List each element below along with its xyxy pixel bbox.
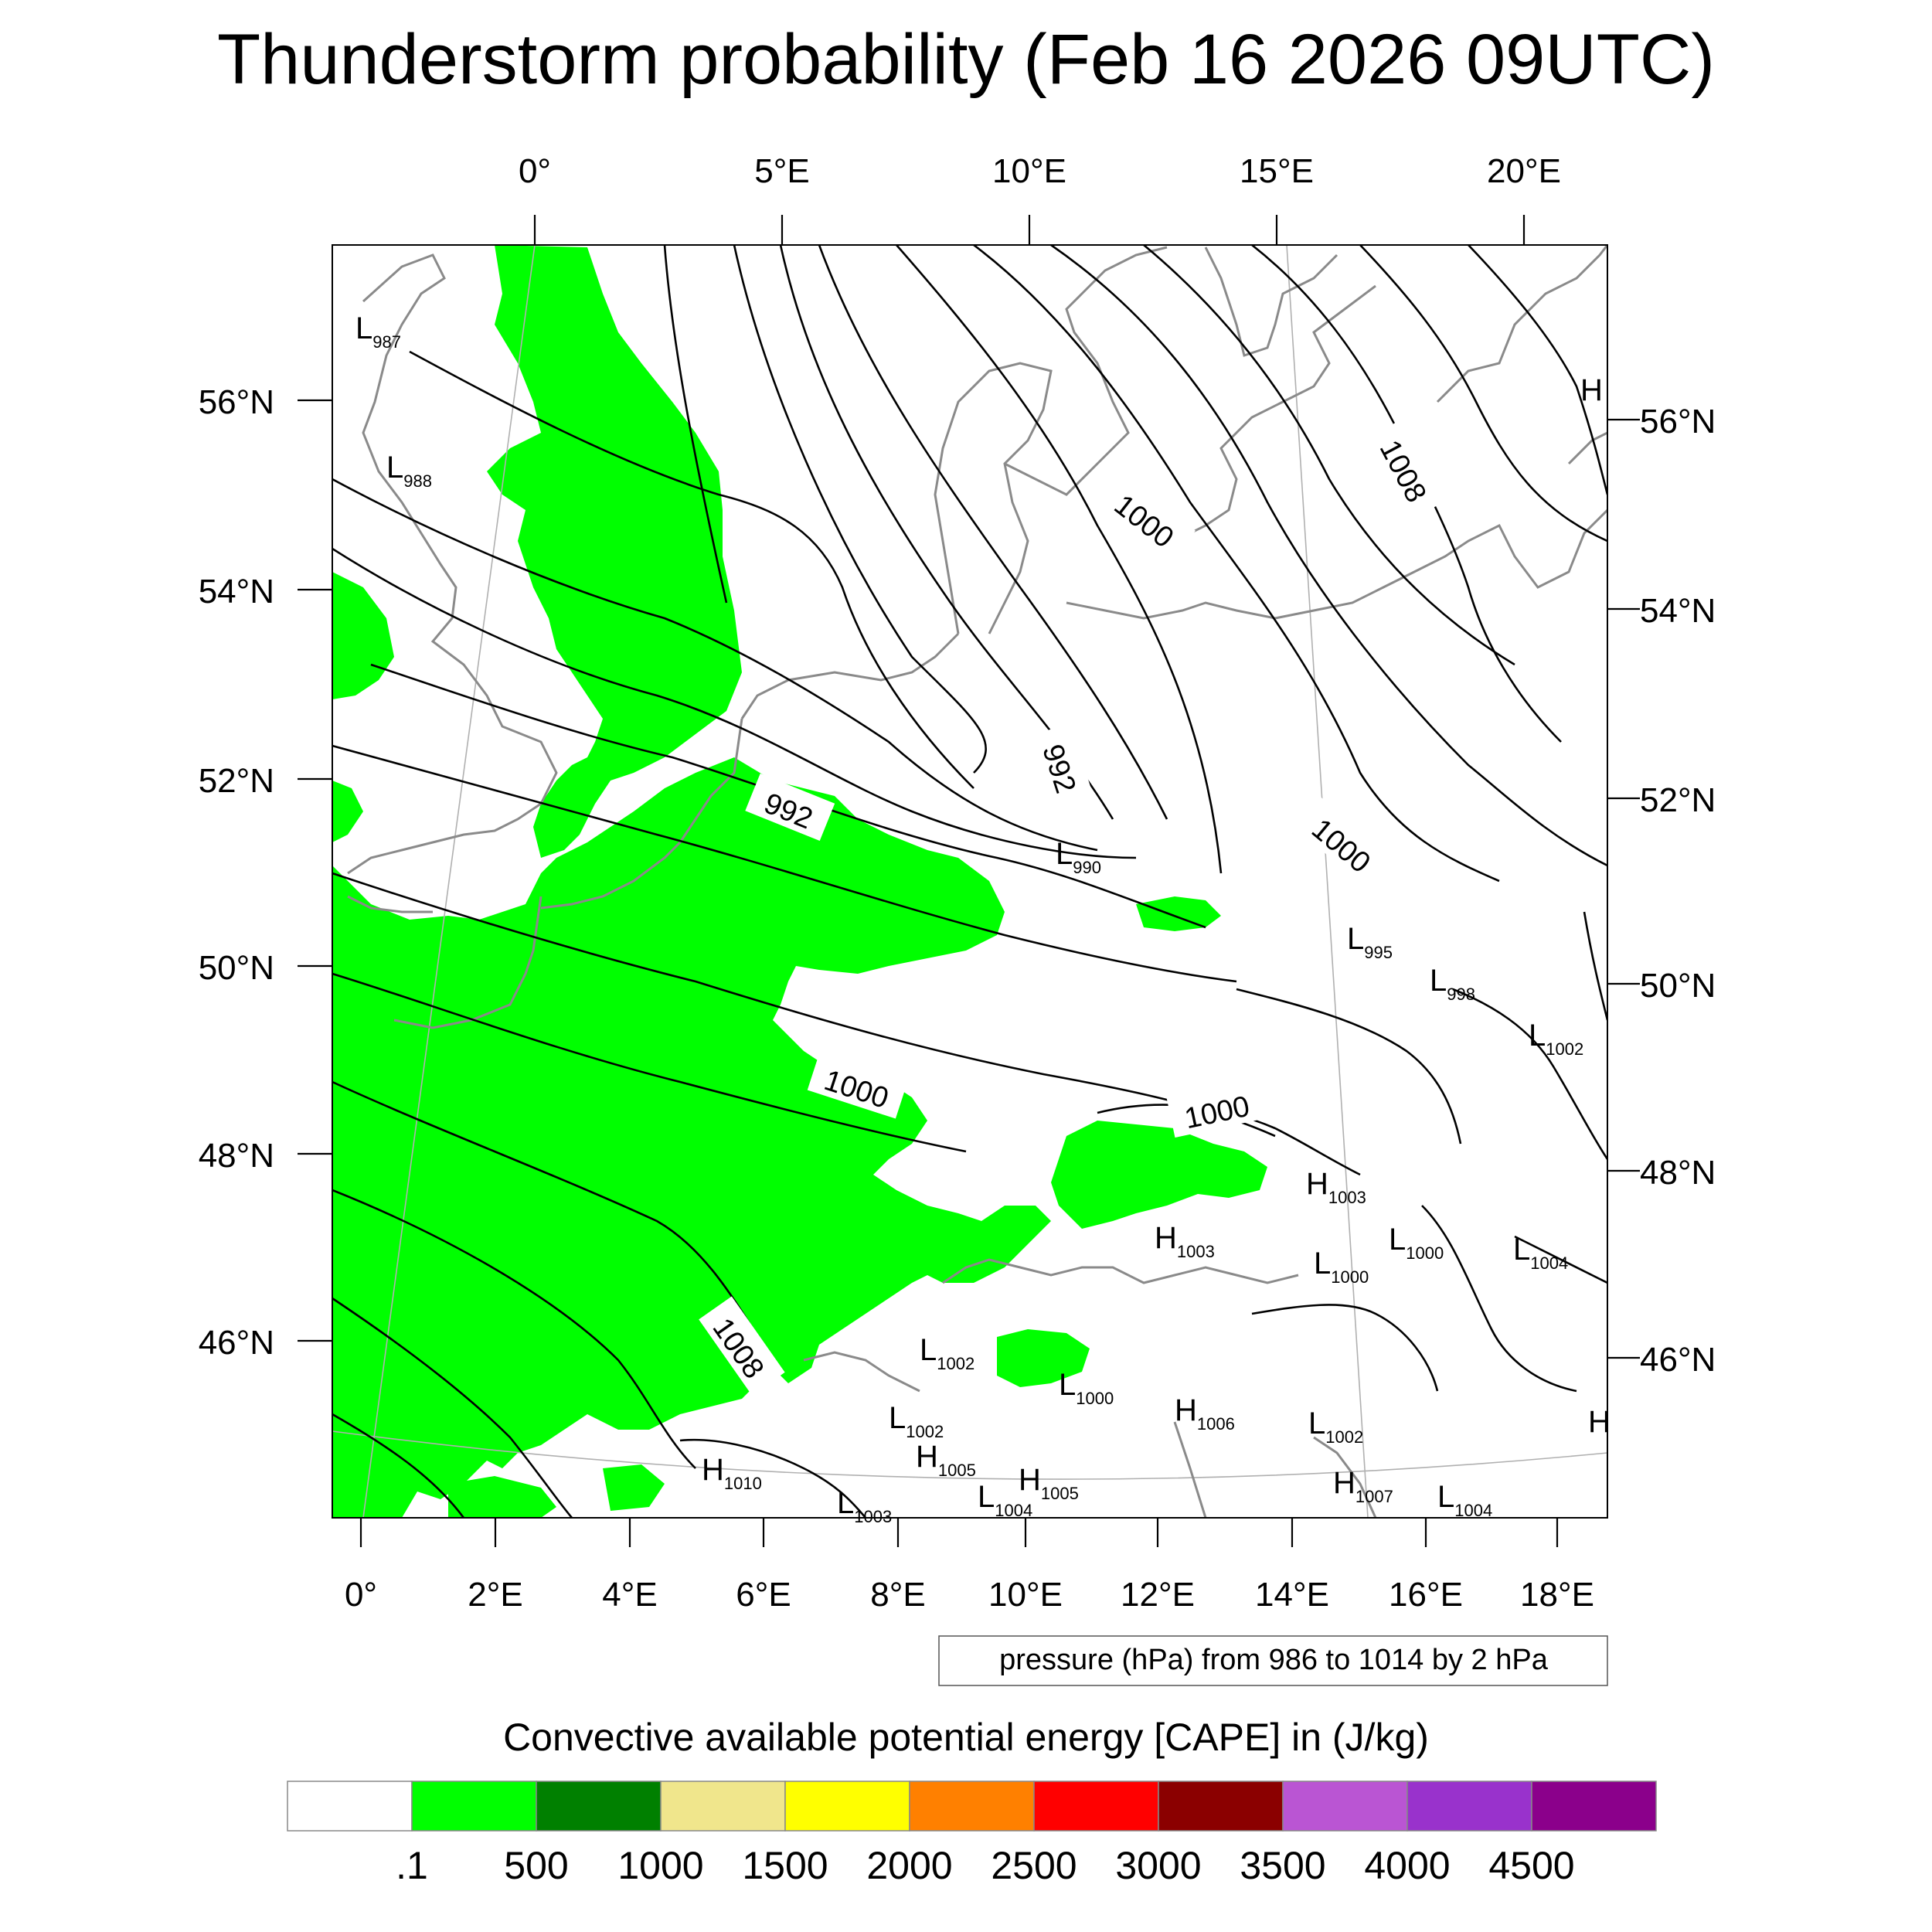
isobar-labels: 992 992 1000 1000 1000 1000 1008 1008 [699, 419, 1447, 1396]
left-lat-label: 54°N [199, 573, 274, 611]
colorbar-swatch [287, 1781, 413, 1832]
pressure-center-marker: L987 [355, 311, 401, 352]
cape-region-south2 [603, 1464, 665, 1511]
pressure-center-marker: H1010 [702, 1453, 762, 1493]
colorbar-label: 3000 [1115, 1844, 1201, 1887]
colorbar-label: 1500 [742, 1844, 828, 1887]
right-lat-label: 46°N [1640, 1341, 1716, 1379]
left-lat-label: 46°N [199, 1324, 274, 1362]
bottom-lon-label: 6°E [736, 1576, 791, 1614]
pressure-centers: L987 L988 L990 L995 L998 L1002 H1003 H10… [355, 311, 1611, 1526]
bottom-lon-label: 16°E [1389, 1576, 1463, 1614]
right-latitude-axis: 56°N 54°N 52°N 50°N 48°N 46°N [1607, 403, 1716, 1379]
right-lat-label: 54°N [1640, 592, 1716, 630]
map-panel [332, 244, 1608, 1519]
pressure-center-marker: L988 [386, 451, 432, 491]
pressure-center-marker: L1004 [1513, 1233, 1568, 1273]
pressure-center-marker: L1002 [920, 1333, 975, 1373]
bottom-lon-label: 4°E [602, 1576, 657, 1614]
pressure-center-marker: L1000 [1314, 1247, 1369, 1287]
pressure-center-marker: H [1580, 373, 1603, 407]
map-title: Thunderstorm probability (Feb 16 2026 09… [217, 20, 1715, 99]
pressure-center-marker: L990 [1056, 837, 1101, 877]
pressure-center-marker: L998 [1430, 964, 1475, 1004]
cape-region-main [332, 757, 1051, 1518]
colorbar-swatch [784, 1781, 910, 1832]
cape-fill-layer [332, 245, 1267, 1518]
right-lat-label: 48°N [1640, 1154, 1716, 1192]
pressure-center-marker: H [1588, 1405, 1611, 1439]
pressure-center-marker: H1003 [1306, 1167, 1366, 1207]
colorbar-label: .1 [396, 1844, 428, 1887]
top-lon-label: 10°E [992, 152, 1066, 190]
contour-info-box: pressure (hPa) from 986 to 1014 by 2 hPa [938, 1635, 1608, 1686]
coastlines [347, 245, 1607, 1518]
left-lat-label: 56°N [199, 383, 274, 421]
left-lat-label: 52°N [199, 762, 274, 800]
top-longitude-axis: 0° 5°E 10°E 15°E 20°E [519, 152, 1561, 245]
colorbar-swatch [660, 1781, 786, 1832]
colorbar-swatch [411, 1781, 537, 1832]
cape-region-mid-sea [572, 951, 696, 1012]
top-lon-label: 15°E [1240, 152, 1314, 190]
bottom-lon-label: 10°E [988, 1576, 1063, 1614]
colorbar-swatch [536, 1781, 662, 1832]
pressure-center-marker: L1003 [837, 1486, 892, 1526]
right-lat-label: 56°N [1640, 403, 1716, 440]
pressure-center-marker: H1006 [1175, 1393, 1235, 1434]
cape-region-hesse [1136, 896, 1221, 931]
right-lat-label: 50°N [1640, 967, 1716, 1005]
colorbar: Convective available potential energy [C… [287, 1716, 1657, 1887]
pressure-center-marker: L995 [1347, 922, 1393, 962]
left-latitude-axis: 56°N 54°N 52°N 50°N 48°N 46°N [199, 383, 332, 1362]
top-lon-label: 0° [519, 152, 551, 190]
pressure-center-marker: H1007 [1333, 1466, 1393, 1506]
pressure-center-marker: H1003 [1155, 1221, 1215, 1261]
cape-region-alps [997, 1329, 1090, 1387]
pressure-center-marker: L1004 [978, 1480, 1032, 1520]
pressure-center-marker: H1005 [916, 1440, 976, 1480]
colorbar-label: 2000 [866, 1844, 952, 1887]
bottom-lon-label: 14°E [1255, 1576, 1329, 1614]
pressure-center-marker: L1002 [1529, 1019, 1583, 1059]
pressure-center-marker: L1002 [1308, 1406, 1363, 1447]
bottom-lon-label: 0° [345, 1576, 377, 1614]
bottom-lon-label: 2°E [468, 1576, 522, 1614]
colorbar-swatch [1158, 1781, 1284, 1832]
bottom-longitude-axis: 0° 2°E 4°E 6°E 8°E 10°E 12°E 14°E 16°E 1… [345, 1518, 1594, 1614]
colorbar-title: Convective available potential energy [C… [503, 1716, 1429, 1759]
pressure-center-marker: L1000 [1389, 1223, 1444, 1263]
contour-info-text: pressure (hPa) from 986 to 1014 by 2 hPa [999, 1644, 1549, 1676]
colorbar-swatch [1282, 1781, 1408, 1832]
pressure-center-marker: L1004 [1437, 1480, 1492, 1520]
cape-region-north-sea [487, 245, 742, 858]
bottom-lon-label: 8°E [870, 1576, 925, 1614]
colorbar-swatch [1406, 1781, 1532, 1832]
colorbar-label: 2500 [991, 1844, 1077, 1887]
cape-region-west2 [332, 781, 363, 842]
right-lat-label: 52°N [1640, 781, 1716, 819]
left-lat-label: 48°N [199, 1137, 274, 1175]
colorbar-label: 1000 [617, 1844, 703, 1887]
top-lon-label: 20°E [1487, 152, 1561, 190]
cape-region-central-east [1051, 1121, 1267, 1229]
colorbar-swatch [909, 1781, 1035, 1832]
cape-region-south [448, 1476, 556, 1518]
colorbar-label: 3500 [1240, 1844, 1325, 1887]
left-lat-label: 50°N [199, 949, 274, 987]
colorbar-swatch [1531, 1781, 1657, 1832]
pressure-center-marker: H1005 [1019, 1463, 1079, 1503]
colorbar-swatch [1033, 1781, 1159, 1832]
pressure-center-marker: L1000 [1059, 1368, 1114, 1408]
colorbar-label: 500 [504, 1844, 568, 1887]
pressure-center-marker: L1002 [889, 1401, 944, 1441]
bottom-lon-label: 12°E [1121, 1576, 1195, 1614]
colorbar-label: 4500 [1488, 1844, 1574, 1887]
colorbar-label: 4000 [1364, 1844, 1450, 1887]
top-lon-label: 5°E [754, 152, 809, 190]
bottom-lon-label: 18°E [1520, 1576, 1594, 1614]
